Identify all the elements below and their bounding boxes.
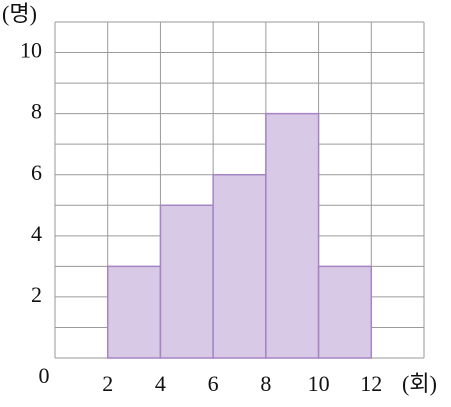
bar — [159, 204, 214, 359]
x-tick-label: 4 — [155, 371, 166, 396]
bar — [317, 265, 373, 359]
x-tick-label: 10 — [308, 371, 330, 396]
y-tick-label: 6 — [31, 160, 42, 185]
y-tick-label: 2 — [31, 282, 42, 307]
x-tick-label: 12 — [360, 371, 382, 396]
y-tick-label: 4 — [31, 221, 42, 246]
bar — [212, 173, 267, 359]
bar — [265, 112, 320, 359]
x-tick-label: 2 — [102, 371, 113, 396]
x-axis-label: (회) — [402, 371, 437, 396]
y-tick-label: 8 — [31, 99, 42, 124]
x-tick-label: 8 — [260, 371, 271, 396]
bar — [106, 265, 162, 359]
y-tick-label: 10 — [20, 38, 42, 63]
y-tick-label: 0 — [39, 363, 50, 388]
x-tick-label: 6 — [208, 371, 219, 396]
y-axis-label: (명) — [2, 1, 37, 26]
